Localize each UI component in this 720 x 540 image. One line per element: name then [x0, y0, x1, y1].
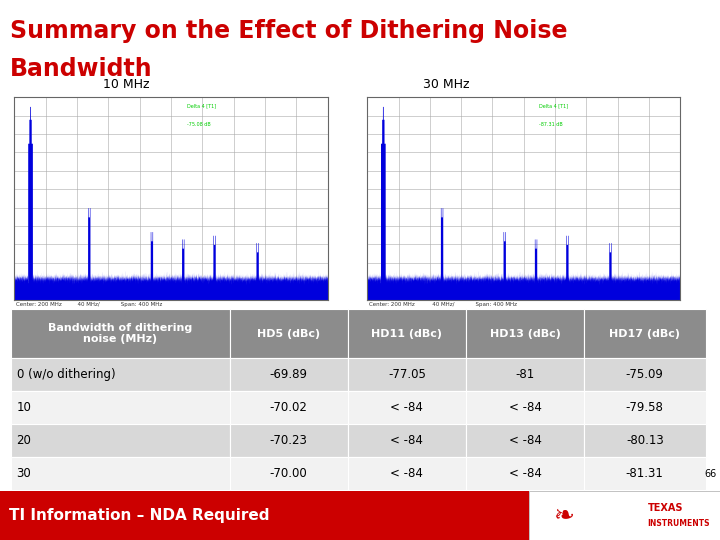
Text: < -84: < -84 [508, 434, 541, 447]
Text: Center: 200 MHz          40 MHz/            Span: 400 MHz: Center: 200 MHz 40 MHz/ Span: 400 MHz [369, 302, 517, 307]
Text: 20: 20 [17, 434, 32, 447]
Text: Delta 4 [T1]: Delta 4 [T1] [539, 103, 569, 109]
Bar [230, 359, 348, 392]
Text: -87.31 dB: -87.31 dB [539, 122, 563, 126]
Text: TEXAS: TEXAS [647, 503, 683, 513]
Text: 10 MHz: 10 MHz [103, 78, 149, 91]
Bar [584, 392, 706, 424]
Text: ❧: ❧ [553, 504, 574, 528]
Text: < -84: < -84 [390, 434, 423, 447]
Text: Bandwidth of dithering
noise (MHz): Bandwidth of dithering noise (MHz) [48, 323, 192, 345]
Bar [348, 392, 466, 424]
Text: Delta 4 [T1]: Delta 4 [T1] [186, 103, 216, 109]
Bar [11, 359, 230, 392]
Bar [466, 392, 584, 424]
Bar [11, 457, 230, 490]
Text: HD5 (dBc): HD5 (dBc) [257, 329, 320, 339]
Bar [584, 359, 706, 392]
Text: 30: 30 [17, 467, 31, 480]
Bar [11, 392, 230, 424]
Text: -81.31: -81.31 [626, 467, 664, 480]
Bar [230, 457, 348, 490]
Text: 10: 10 [17, 401, 32, 414]
Text: -75.08 dB: -75.08 dB [186, 122, 210, 126]
Text: -80.13: -80.13 [626, 434, 664, 447]
Text: < -84: < -84 [390, 401, 423, 414]
Text: 0 (w/o dithering): 0 (w/o dithering) [17, 368, 115, 381]
Bar [11, 309, 230, 359]
Text: -70.00: -70.00 [270, 467, 307, 480]
Text: HD13 (dBc): HD13 (dBc) [490, 329, 560, 339]
Text: INSTRUMENTS: INSTRUMENTS [647, 519, 710, 528]
Bar [466, 309, 584, 359]
Text: Bandwidth: Bandwidth [10, 57, 153, 80]
Bar [584, 309, 706, 359]
Text: -77.05: -77.05 [388, 368, 426, 381]
Bar [367, 97, 680, 300]
Bar [14, 97, 328, 300]
Text: -81: -81 [516, 368, 534, 381]
Text: Center: 200 MHz         40 MHz/            Span: 400 MHz: Center: 200 MHz 40 MHz/ Span: 400 MHz [16, 302, 162, 307]
Bar [466, 457, 584, 490]
Text: < -84: < -84 [508, 401, 541, 414]
Text: -75.09: -75.09 [626, 368, 664, 381]
Bar [230, 309, 348, 359]
Bar [230, 392, 348, 424]
Text: HD17 (dBc): HD17 (dBc) [609, 329, 680, 339]
Text: -70.02: -70.02 [270, 401, 307, 414]
Text: -69.89: -69.89 [270, 368, 307, 381]
Bar [584, 457, 706, 490]
Text: < -84: < -84 [508, 467, 541, 480]
Bar [466, 359, 584, 392]
Text: Summary on the Effect of Dithering Noise: Summary on the Effect of Dithering Noise [10, 19, 567, 43]
Text: TI Information – NDA Required: TI Information – NDA Required [9, 508, 269, 523]
Bar [348, 359, 466, 392]
Bar [584, 424, 706, 457]
Text: 30 MHz: 30 MHz [423, 78, 469, 91]
Text: < -84: < -84 [390, 467, 423, 480]
Bar [230, 424, 348, 457]
Bar [466, 424, 584, 457]
Text: -70.23: -70.23 [270, 434, 307, 447]
Bar [348, 424, 466, 457]
Text: -79.58: -79.58 [626, 401, 664, 414]
Bar [348, 309, 466, 359]
Text: HD11 (dBc): HD11 (dBc) [372, 329, 442, 339]
Bar [348, 457, 466, 490]
Bar [11, 424, 230, 457]
Text: 66: 66 [704, 469, 716, 479]
